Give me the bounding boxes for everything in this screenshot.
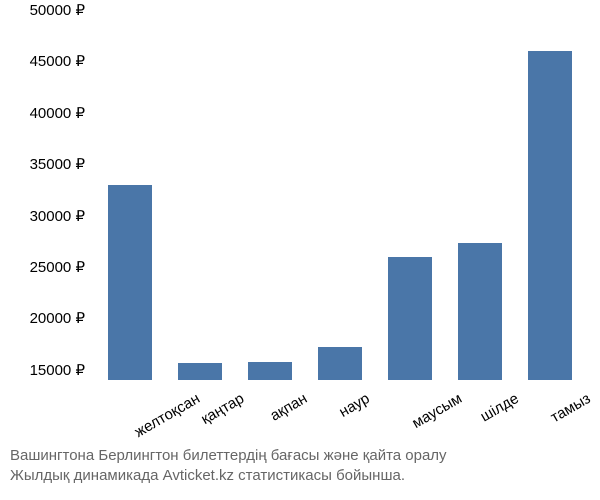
caption: Вашингтона Берлингтон билеттердің бағасы… bbox=[10, 446, 590, 485]
y-tick-label: 50000 ₽ bbox=[30, 1, 85, 19]
caption-line-2: Жылдық динамикада Avticket.kz статистика… bbox=[10, 466, 590, 486]
y-tick-label: 20000 ₽ bbox=[30, 309, 85, 327]
x-tick-label: қаңтар bbox=[198, 390, 247, 428]
x-tick-label: тамыз bbox=[548, 390, 594, 426]
chart-container: 15000 ₽20000 ₽25000 ₽30000 ₽35000 ₽40000… bbox=[95, 10, 585, 380]
bar bbox=[458, 243, 501, 380]
y-axis: 15000 ₽ 20000 ₽ 25000 ₽ 30000 ₽ 35000 ₽ 40000… bbox=[10, 10, 90, 380]
y-tick-label: 25000 ₽ bbox=[30, 258, 85, 276]
bar bbox=[528, 51, 571, 380]
y-tick-label: 45000 ₽ bbox=[30, 52, 85, 70]
bars-group bbox=[95, 10, 585, 380]
plot-area: 15000 ₽20000 ₽25000 ₽30000 ₽35000 ₽40000… bbox=[95, 10, 585, 380]
y-tick-label: 15000 ₽ bbox=[30, 361, 85, 379]
bar bbox=[318, 347, 361, 380]
x-tick-label: маусым bbox=[409, 390, 465, 432]
bar bbox=[388, 257, 431, 380]
y-tick-label: 35000 ₽ bbox=[30, 155, 85, 173]
x-tick-label: шілде bbox=[478, 390, 522, 425]
bar bbox=[248, 362, 291, 381]
x-axis: желтоқсанқаңтарақпаннаурмаусымшілдетамыз bbox=[95, 385, 585, 445]
bar bbox=[108, 185, 151, 380]
x-tick-label: наур bbox=[336, 390, 372, 421]
y-tick-label: 30000 ₽ bbox=[30, 207, 85, 225]
caption-line-1: Вашингтона Берлингтон билеттердің бағасы… bbox=[10, 446, 590, 466]
x-tick-label: желтоқсан bbox=[132, 390, 203, 441]
y-tick-label: 40000 ₽ bbox=[30, 104, 85, 122]
x-tick-label: ақпан bbox=[267, 390, 310, 425]
bar bbox=[178, 363, 221, 380]
